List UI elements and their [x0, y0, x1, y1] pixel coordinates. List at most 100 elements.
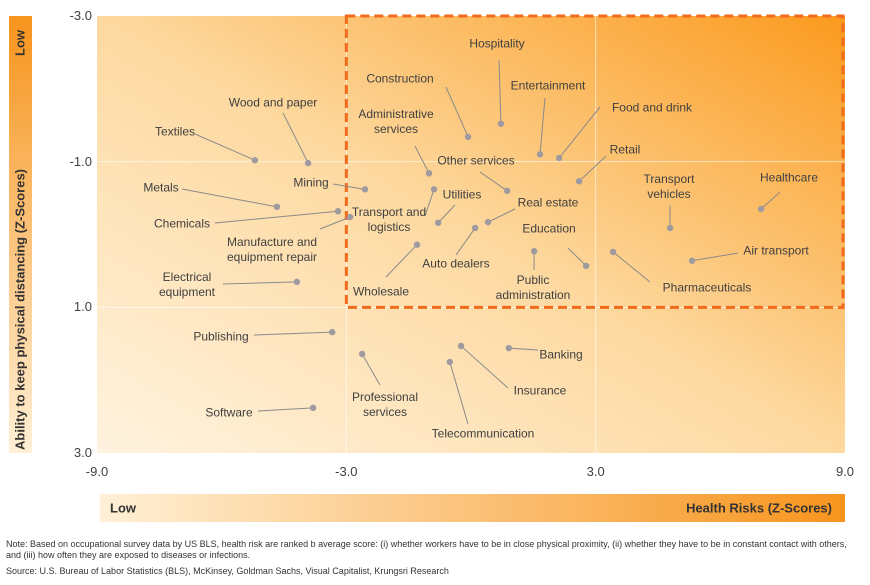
leader-line: [282, 112, 309, 164]
source: Source: U.S. Bureau of Labor Statistics …: [6, 566, 449, 576]
point: [304, 159, 312, 167]
point: [329, 328, 336, 336]
leader-line: [257, 407, 314, 412]
point: [358, 350, 366, 358]
x-tick-label: 3.0: [586, 464, 605, 479]
point-label: Insurance: [513, 383, 567, 398]
point: [425, 170, 433, 177]
point-label: Manufacture and equipment repair: [226, 235, 318, 264]
y-axis-title: Ability to keep physical distancing (Z-S…: [12, 169, 27, 450]
point: [293, 278, 301, 286]
leader-line: [539, 97, 546, 155]
point-label: Textiles: [154, 124, 196, 139]
point: [346, 213, 354, 221]
point: [555, 154, 563, 162]
point-label: Auto dealers: [422, 256, 490, 271]
point-label: Mining: [293, 175, 329, 190]
point: [666, 224, 674, 232]
point: [430, 186, 438, 193]
point-label: Wholesale: [352, 284, 410, 299]
x-axis-bar: [100, 494, 845, 522]
point-label: Telecommunication: [431, 426, 535, 441]
leader-line: [578, 155, 607, 182]
y-tick-label: 1.0: [73, 299, 92, 315]
point: [434, 219, 442, 227]
point-label: Publishing: [193, 329, 249, 344]
point-label: Public administration: [495, 273, 571, 302]
leader-line: [424, 189, 435, 217]
point: [688, 257, 696, 264]
point: [503, 187, 511, 194]
point-label: Metals: [143, 180, 179, 195]
point: [413, 241, 421, 248]
point: [497, 120, 505, 127]
point-label: Air transport: [743, 243, 809, 258]
point-label: Electrical equipment: [158, 270, 216, 299]
leader-line: [253, 331, 333, 336]
leader-line: [760, 191, 781, 210]
point: [334, 207, 342, 215]
point-label: Real estate: [517, 195, 579, 210]
y-tick-label: -1.0: [69, 153, 92, 169]
point: [575, 178, 583, 185]
point-label: Banking: [539, 347, 583, 362]
point: [505, 344, 513, 352]
point: [757, 205, 765, 213]
highlight-region: [344, 14, 845, 309]
point-label: Hospitality: [469, 36, 525, 51]
leader-line: [487, 208, 516, 223]
leader-line: [414, 145, 430, 174]
point-label: Professional services: [351, 390, 419, 419]
point: [471, 224, 479, 232]
leader-line: [385, 244, 418, 278]
leader-line: [691, 252, 739, 262]
leader-line: [319, 216, 351, 230]
leader-line: [214, 210, 339, 224]
point: [457, 342, 465, 350]
leader-line: [612, 251, 651, 283]
leader-line: [332, 183, 366, 190]
x-low-label: Low: [110, 500, 137, 515]
point-label: Chemicals: [153, 216, 211, 231]
point: [609, 248, 617, 256]
leader-line: [222, 281, 297, 285]
point-label: Other services: [437, 153, 515, 168]
point: [446, 358, 454, 366]
leader-line: [508, 347, 539, 351]
point-label: Healthcare: [759, 170, 819, 185]
point: [309, 404, 317, 412]
point: [361, 186, 369, 193]
leader-line: [449, 361, 469, 425]
leader-line: [455, 227, 476, 256]
point-label: Software: [205, 405, 253, 420]
point: [273, 203, 281, 211]
point-label: Utilities: [442, 187, 482, 202]
leader-line: [361, 353, 381, 386]
note: Note: Based on occupational survey data …: [6, 539, 847, 560]
point-label: Retail: [609, 142, 641, 157]
leader-line: [445, 86, 469, 138]
leader-line: [558, 106, 601, 159]
y-low-label: Low: [12, 29, 27, 56]
y-axis-bar: [9, 16, 32, 453]
leader-line: [479, 171, 508, 192]
x-axis-title: Health Risks (Z-Scores): [686, 500, 832, 515]
point-label: Pharmaceuticals: [662, 280, 752, 295]
leader-line: [567, 247, 587, 267]
point-label: Transport and logistics: [351, 205, 427, 234]
point: [530, 248, 538, 255]
leader-line: [437, 204, 456, 224]
x-tick-label: 9.0: [835, 464, 855, 479]
point: [582, 262, 590, 270]
point: [536, 151, 544, 158]
leader-line: [194, 133, 256, 161]
point-label: Administrative services: [358, 107, 434, 136]
leader-line: [181, 188, 278, 208]
footnotes: Note: Based on occupational survey data …: [6, 539, 864, 577]
point-label: Entertainment: [510, 78, 586, 93]
x-tick-label: -3.0: [335, 464, 358, 479]
point-label: Construction: [366, 71, 434, 86]
point-label: Wood and paper: [228, 95, 318, 110]
